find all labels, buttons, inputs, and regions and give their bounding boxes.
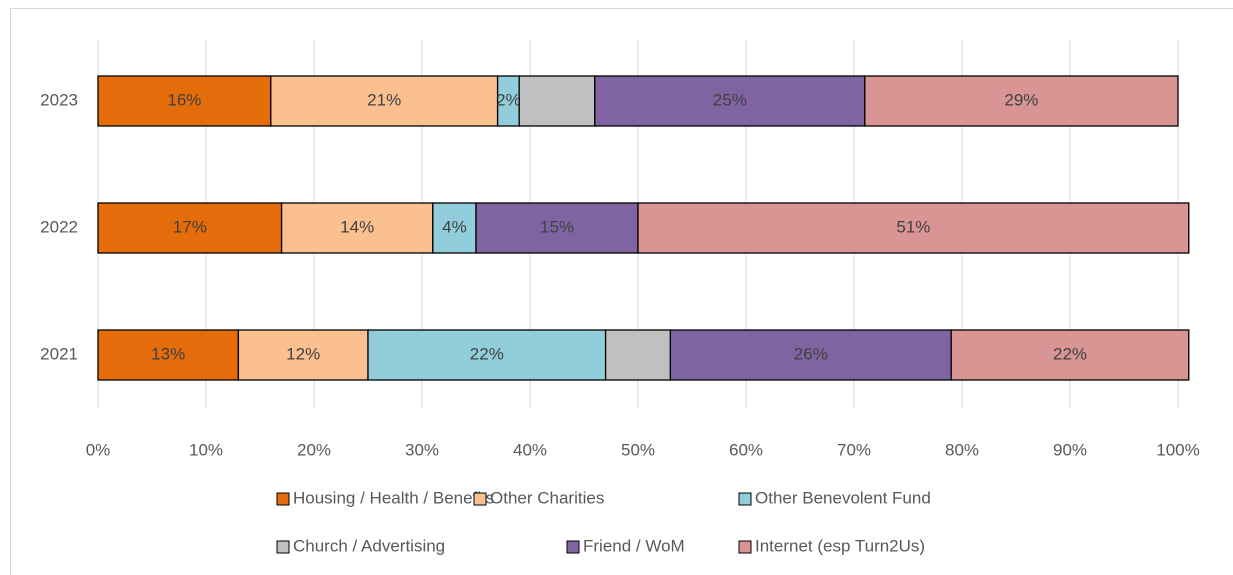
- x-tick-label: 90%: [1053, 440, 1087, 459]
- bar-segment: [97, 75, 272, 127]
- bar-segment: [604, 329, 672, 381]
- data-label: 29%: [1004, 90, 1038, 109]
- y-tick-label: 2021: [40, 344, 78, 363]
- y-tick-label: 2023: [40, 90, 78, 109]
- bar-segment: [270, 75, 499, 127]
- legend-swatch: [566, 540, 580, 554]
- x-tick-label: 60%: [729, 440, 763, 459]
- bar-segment: [97, 202, 283, 254]
- legend-label: Church / Advertising: [293, 536, 445, 555]
- x-tick-label: 20%: [297, 440, 331, 459]
- chart-frame: [10, 8, 1233, 575]
- bar-segment: [432, 202, 477, 254]
- x-tick-label: 10%: [189, 440, 223, 459]
- data-label: 21%: [367, 90, 401, 109]
- data-label: 15%: [540, 217, 574, 236]
- x-tick-label: 30%: [405, 440, 439, 459]
- data-label: 2%: [496, 90, 521, 109]
- x-tick-label: 100%: [1156, 440, 1199, 459]
- y-tick-label: 2022: [40, 217, 78, 236]
- data-label: 22%: [470, 344, 504, 363]
- bar-segment: [367, 329, 607, 381]
- bar-segment: [280, 202, 434, 254]
- bar-segment: [864, 75, 1179, 127]
- bar-segment: [237, 329, 369, 381]
- legend-swatch: [738, 540, 752, 554]
- legend-label: Other Benevolent Fund: [755, 488, 931, 507]
- bar-segment: [637, 202, 1190, 254]
- legend-label: Internet (esp Turn2Us): [755, 536, 925, 555]
- legend-swatch: [276, 540, 290, 554]
- data-label: 51%: [896, 217, 930, 236]
- bar-segment: [950, 329, 1190, 381]
- legend-swatch: [738, 492, 752, 506]
- bar-segment: [97, 329, 240, 381]
- data-label: 14%: [340, 217, 374, 236]
- x-tick-label: 80%: [945, 440, 979, 459]
- bar-segment: [475, 202, 639, 254]
- data-label: 16%: [167, 90, 201, 109]
- legend-swatch: [473, 492, 487, 506]
- legend-label: Housing / Health / Benefits: [293, 488, 494, 507]
- x-tick-label: 40%: [513, 440, 547, 459]
- data-label: 22%: [1053, 344, 1087, 363]
- x-tick-label: 50%: [621, 440, 655, 459]
- legend-label: Other Charities: [490, 488, 604, 507]
- data-label: 13%: [151, 344, 185, 363]
- legend-label: Friend / WoM: [583, 536, 685, 555]
- bar-segment: [594, 75, 866, 127]
- data-label: 25%: [713, 90, 747, 109]
- data-label: 17%: [173, 217, 207, 236]
- legend-swatch: [276, 492, 290, 506]
- data-label: 4%: [442, 217, 467, 236]
- bar-segment: [518, 75, 596, 127]
- data-label: 26%: [794, 344, 828, 363]
- x-tick-label: 0%: [86, 440, 111, 459]
- data-label: 12%: [286, 344, 320, 363]
- x-tick-label: 70%: [837, 440, 871, 459]
